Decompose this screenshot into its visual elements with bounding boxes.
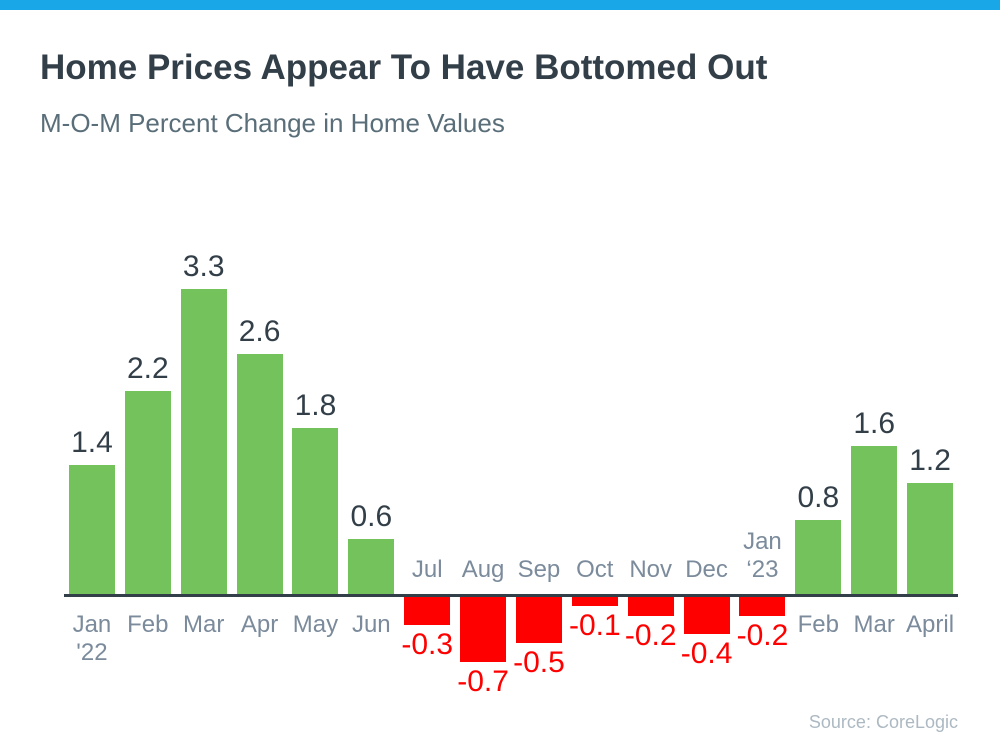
bar-group: -0.7 Aug xyxy=(455,170,511,705)
bar-group: 1.4 Jan '22 xyxy=(64,170,120,705)
negative-bar xyxy=(627,597,674,616)
negative-bar xyxy=(571,597,618,607)
bar-group: -0.4 Dec xyxy=(679,170,735,705)
negative-bar xyxy=(515,597,562,644)
chart-title: Home Prices Appear To Have Bottomed Out xyxy=(40,48,768,87)
positive-bar xyxy=(292,427,339,594)
bar-value-label: -0.1 xyxy=(568,609,621,643)
x-axis-label: Aug xyxy=(461,556,505,583)
x-axis-label: Feb xyxy=(127,611,169,638)
x-axis-label: Mar xyxy=(853,611,895,638)
x-axis-label: Jun xyxy=(351,611,391,638)
bar-value-label: -0.3 xyxy=(401,627,454,661)
x-axis-label: Jan '22 xyxy=(72,611,112,666)
x-axis-label: Dec xyxy=(685,556,728,583)
negative-bar xyxy=(404,597,451,625)
bar-value-label: 0.6 xyxy=(350,499,393,533)
positive-bar xyxy=(68,464,115,594)
bar-group: 1.6 Mar xyxy=(846,170,902,705)
positive-bar xyxy=(180,288,227,594)
positive-bar xyxy=(795,520,842,594)
positive-bar xyxy=(851,446,898,594)
positive-bar xyxy=(124,390,171,594)
bar-value-label: 1.8 xyxy=(294,388,337,422)
x-axis-label: Sep xyxy=(517,556,561,583)
bar-group: -0.3 Jul xyxy=(399,170,455,705)
bar-group: -0.2 Jan ‘23 xyxy=(735,170,791,705)
chart-subtitle: M-O-M Percent Change in Home Values xyxy=(40,108,505,138)
x-axis-label: April xyxy=(906,611,955,638)
bar-group: 1.8 May xyxy=(288,170,344,705)
x-axis-label: Nov xyxy=(629,556,673,583)
x-axis-label: Mar xyxy=(183,611,225,638)
bar-group: -0.1 Oct xyxy=(567,170,623,705)
positive-bar xyxy=(348,538,395,594)
bar-value-label: 3.3 xyxy=(182,249,225,283)
x-axis-label: Feb xyxy=(797,611,839,638)
bar-value-label: -0.2 xyxy=(624,618,677,652)
bar-group: 2.6 Apr xyxy=(232,170,288,705)
bar-value-label: 0.8 xyxy=(797,481,840,514)
x-axis-label: Oct xyxy=(576,556,614,583)
positive-bar xyxy=(236,353,283,594)
bar-group: -0.2 Nov xyxy=(623,170,679,705)
bar-value-label: -0.2 xyxy=(736,618,789,652)
plot-area: 1.4 Jan '22 2.2 Feb 3.3 Mar 2.6 Apr 1.8 May 0.6 Jun… xyxy=(64,170,958,705)
negative-bar xyxy=(460,597,507,662)
bar-group: 0.8 Feb xyxy=(790,170,846,705)
bar-group: 3.3 Mar xyxy=(176,170,232,705)
x-axis-label: May xyxy=(292,611,339,638)
top-accent-bar xyxy=(0,0,1000,10)
x-axis-label: Jul xyxy=(411,556,443,583)
bar-value-label: -0.5 xyxy=(513,646,565,680)
positive-bar xyxy=(907,483,954,594)
x-axis-line xyxy=(64,594,958,597)
bar-group: 0.6 Jun xyxy=(343,170,399,705)
bar-value-label: -0.7 xyxy=(457,664,509,698)
bar-value-label: 2.2 xyxy=(126,351,169,385)
bar-group: 1.2 April xyxy=(902,170,958,705)
bar-value-label: -0.4 xyxy=(680,637,733,670)
x-axis-label: Jan ‘23 xyxy=(743,528,782,583)
bar-group: 2.2 Feb xyxy=(120,170,176,705)
bar-value-label: 1.2 xyxy=(909,444,951,477)
negative-bar xyxy=(683,597,730,634)
source-credit: Source: CoreLogic xyxy=(808,712,958,732)
bar-group: -0.5 Sep xyxy=(511,170,567,705)
bar-value-label: 1.6 xyxy=(853,407,896,440)
x-axis-label: Apr xyxy=(240,611,279,638)
bar-value-label: 2.6 xyxy=(238,314,281,348)
bar-value-label: 1.4 xyxy=(71,425,113,459)
negative-bar xyxy=(739,597,786,616)
